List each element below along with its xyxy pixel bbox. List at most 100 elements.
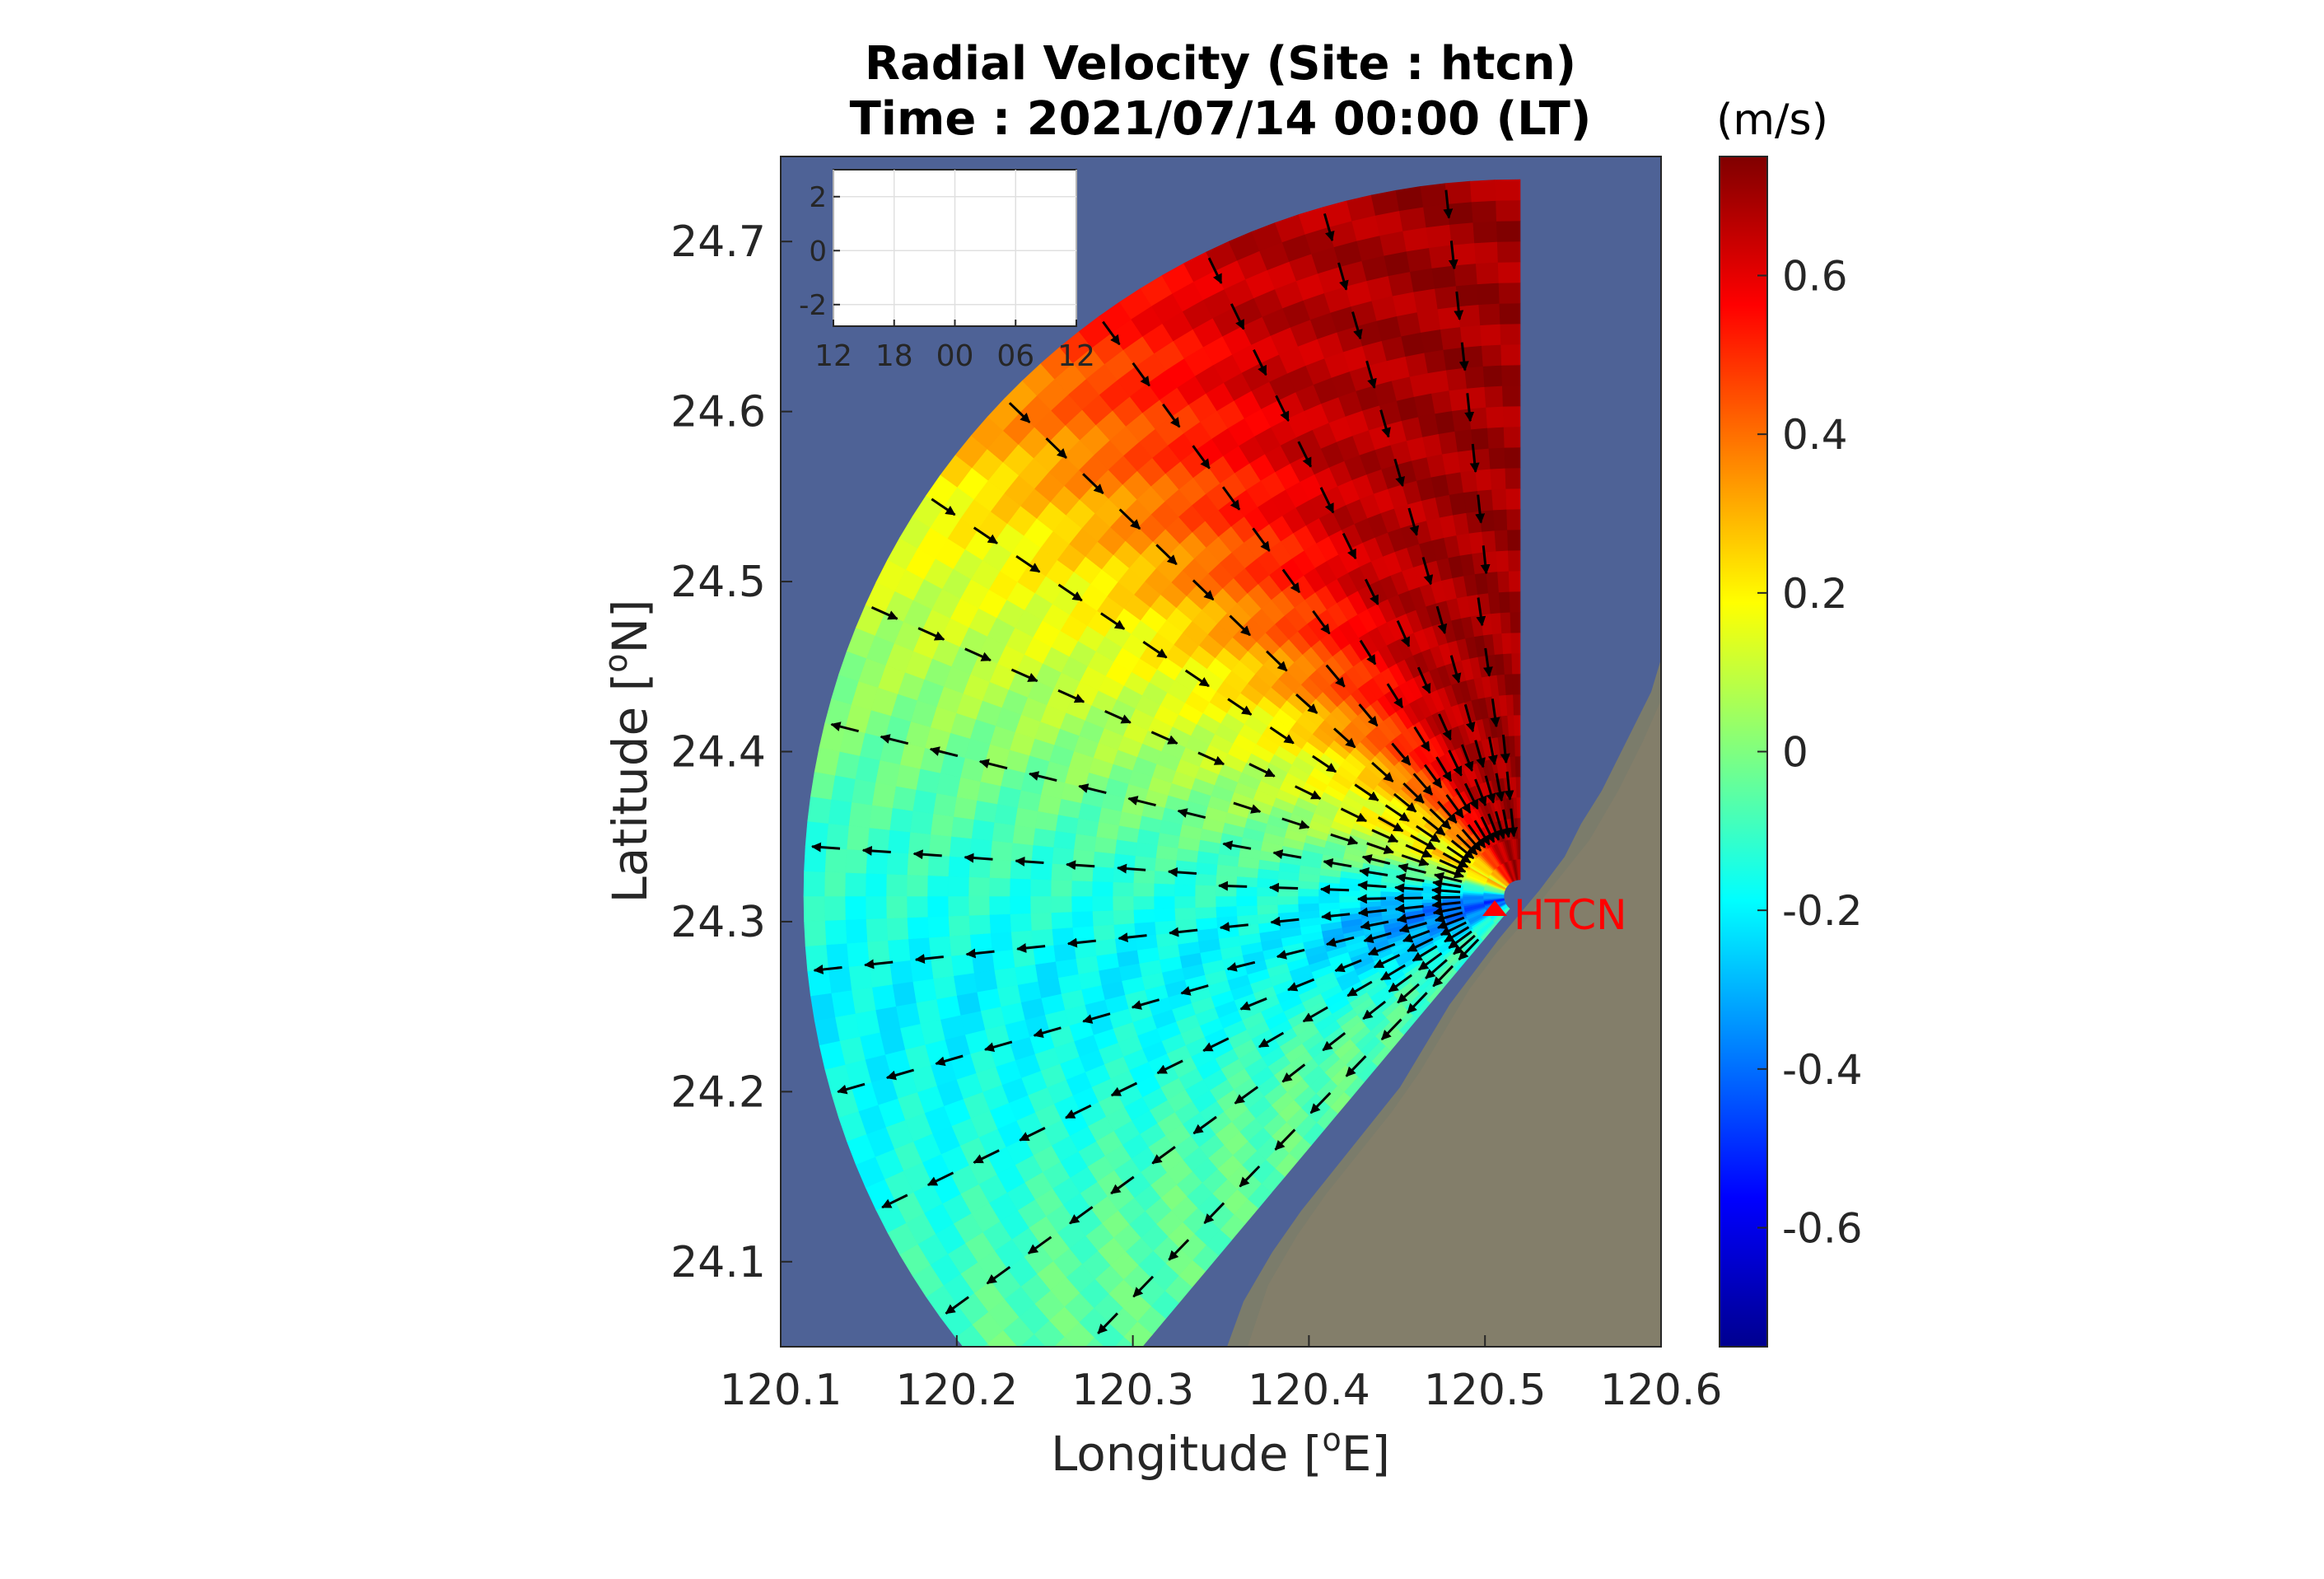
velocity-cell	[990, 840, 1013, 862]
current-vector-arrow	[1065, 1104, 1092, 1119]
current-vector-arrow	[1402, 782, 1425, 804]
velocity-cell	[1091, 909, 1114, 927]
current-vector-arrow	[1312, 754, 1337, 773]
velocity-cell	[1112, 909, 1135, 925]
velocity-cell	[1482, 365, 1503, 387]
current-vector-arrow	[1482, 647, 1493, 677]
velocity-cell	[1194, 906, 1217, 919]
velocity-cell	[871, 983, 897, 1011]
current-vector-arrow	[1364, 578, 1379, 605]
chart-title-line2: Time : 2021/07/14 00:00 (LT)	[850, 92, 1592, 146]
velocity-cell	[1492, 633, 1504, 655]
current-vector-arrow	[1500, 734, 1510, 764]
velocity-cell	[1420, 183, 1448, 208]
current-vector-arrow	[1416, 666, 1431, 694]
current-vector-arrow	[1008, 402, 1031, 423]
velocity-cell	[1471, 200, 1497, 223]
site-marker	[1482, 900, 1507, 916]
current-vector-arrow	[964, 647, 992, 661]
current-vector-arrow	[1325, 936, 1355, 947]
velocity-cell	[1094, 938, 1118, 956]
current-vector-arrow	[1433, 871, 1463, 883]
current-vector-arrow	[1239, 997, 1267, 1011]
velocity-cell	[892, 981, 917, 1007]
velocity-cell	[1496, 241, 1521, 263]
velocity-cell	[830, 774, 856, 803]
velocity-cell	[1034, 1351, 1066, 1382]
current-vector-arrow	[1446, 845, 1472, 864]
current-vector-arrow	[1453, 934, 1476, 955]
current-vector-arrow	[1202, 1037, 1230, 1052]
velocity-cell	[1153, 883, 1175, 897]
velocity-cell	[1462, 345, 1484, 368]
colorbar-tick-label: 0	[1782, 729, 1808, 777]
current-vector-arrow	[914, 954, 944, 964]
current-vector-arrow	[1266, 650, 1288, 672]
velocity-cell	[885, 895, 908, 919]
velocity-cell	[988, 895, 1010, 915]
current-vector-arrow	[945, 1296, 969, 1315]
current-vector-arrow	[1423, 764, 1443, 789]
velocity-cell	[828, 799, 852, 826]
velocity-cell	[1486, 571, 1500, 594]
velocity-cell	[1050, 862, 1073, 881]
current-vector-arrow	[1418, 952, 1443, 971]
velocity-cell	[927, 915, 950, 938]
velocity-cell	[968, 876, 990, 897]
velocity-cell	[1235, 904, 1258, 917]
current-vector-arrow	[1177, 808, 1206, 820]
velocity-cell	[968, 914, 991, 936]
current-vector-arrow	[1463, 703, 1476, 733]
velocity-cell	[1512, 673, 1521, 695]
current-vector-arrow	[1398, 922, 1427, 933]
velocity-cell	[973, 800, 998, 823]
velocity-cell	[1500, 343, 1521, 366]
velocity-cell	[1469, 180, 1496, 203]
velocity-cell	[1513, 694, 1521, 716]
inset-y-tick-label: -2	[799, 289, 827, 322]
current-vector-arrow	[1321, 911, 1351, 922]
velocity-cell	[988, 877, 1010, 897]
current-vector-arrow	[1380, 1018, 1402, 1041]
velocity-cell	[1501, 632, 1513, 655]
current-vector-arrow	[1248, 763, 1276, 778]
velocity-cell	[824, 919, 847, 946]
velocity-cell	[1032, 827, 1056, 848]
velocity-cell	[845, 918, 868, 944]
current-vector-arrow	[1394, 883, 1424, 894]
velocity-cell	[950, 815, 974, 839]
velocity-cell	[907, 916, 930, 940]
current-vector-arrow	[1184, 669, 1210, 688]
velocity-cell	[993, 966, 1018, 989]
colorbar-tick-label: 0.6	[1782, 253, 1848, 301]
velocity-cell	[1009, 877, 1031, 897]
velocity-cell	[885, 873, 908, 897]
current-vector-arrow	[931, 498, 956, 516]
velocity-cell	[930, 955, 954, 979]
velocity-cell	[906, 874, 928, 897]
velocity-cell	[1132, 882, 1155, 897]
velocity-cell	[1012, 825, 1036, 846]
current-vector-arrow	[1365, 360, 1377, 389]
current-vector-arrow	[1340, 807, 1368, 823]
velocity-cell	[1405, 352, 1429, 377]
inset-ticks: 12 18 00 06 12 2 0 -2	[799, 181, 1095, 373]
current-vector-arrow	[1425, 959, 1448, 979]
current-vector-arrow	[1432, 878, 1462, 889]
velocity-cell	[926, 895, 949, 918]
velocity-cell	[969, 932, 992, 955]
current-vector-arrow	[1362, 1000, 1387, 1021]
current-vector-arrow	[1495, 773, 1505, 802]
velocity-cell	[866, 918, 889, 942]
velocity-cell	[1423, 203, 1450, 228]
current-vector-arrow	[1380, 964, 1406, 981]
velocity-cell	[973, 969, 998, 993]
site-label: HTCN	[1514, 891, 1627, 939]
velocity-cell	[1194, 895, 1216, 909]
velocity-cell	[868, 804, 893, 830]
velocity-cell	[1504, 673, 1514, 695]
velocity-cell	[1034, 960, 1058, 982]
velocity-cell	[848, 964, 873, 991]
current-vector-arrow	[1358, 703, 1379, 727]
current-vector-arrow	[1118, 508, 1141, 530]
